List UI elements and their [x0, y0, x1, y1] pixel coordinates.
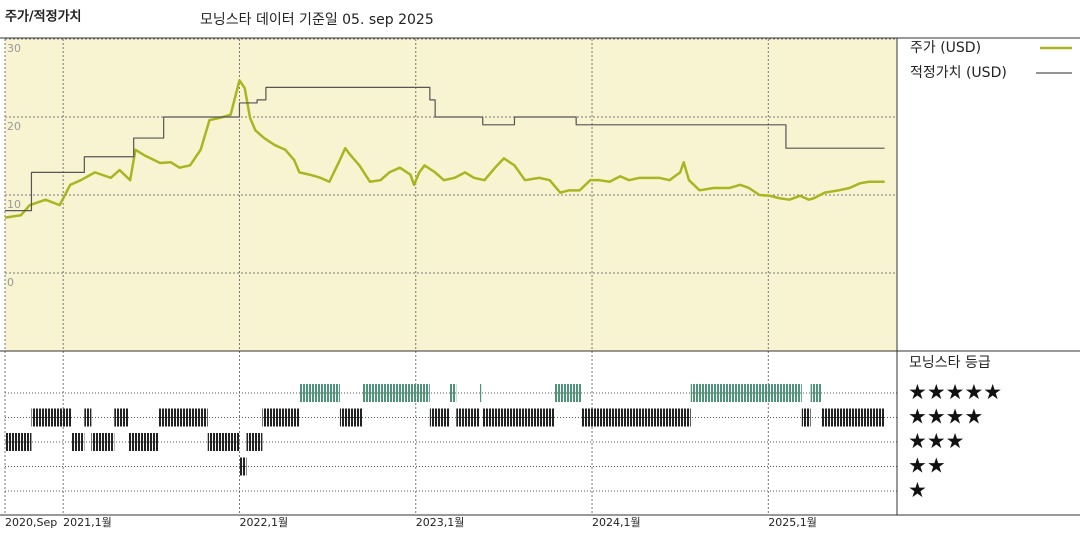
rating-bar — [299, 384, 340, 402]
rating-bar — [429, 408, 450, 427]
rating-bar — [158, 408, 208, 427]
x-tick-label: 2025,1월 — [768, 516, 817, 529]
rating-bar — [91, 433, 115, 451]
rating-bar — [246, 433, 263, 451]
chart-subtitle: 모닝스타 데이터 기준일 05. sep 2025 — [200, 12, 434, 28]
rating-bar — [5, 433, 32, 451]
rating-bar — [482, 408, 556, 427]
rating-bar — [821, 408, 885, 427]
rating-bar — [262, 408, 300, 427]
rating-bar — [810, 384, 822, 402]
series-line — [4, 79, 885, 219]
rating-bar — [362, 384, 430, 402]
rating-bar — [128, 433, 159, 451]
rating-bar — [339, 408, 363, 427]
rating-bar — [581, 408, 691, 427]
y-tick-label: 10 — [7, 198, 21, 211]
legend-label: 적정가치 (USD) — [910, 65, 1007, 81]
rating-bar — [555, 384, 582, 402]
rating-bar — [207, 433, 240, 451]
rating-label: ★★★★★ — [908, 380, 1002, 404]
rating-bar — [31, 408, 72, 427]
y-tick-label: 20 — [7, 120, 21, 133]
rating-bar — [456, 408, 480, 427]
rating-title: 모닝스타 등급 — [909, 355, 991, 371]
x-tick-label: 2022,1월 — [239, 516, 288, 529]
rating-label: ★ — [908, 478, 927, 502]
legend-label: 주가 (USD) — [910, 40, 981, 56]
y-tick-label: 0 — [7, 276, 14, 289]
x-tick-label: 2020,Sep — [5, 516, 57, 529]
rating-bar — [71, 433, 85, 451]
rating-bar — [84, 408, 92, 427]
x-tick-label: 2024,1월 — [592, 516, 641, 529]
chart-title: 주가/적정가치 — [5, 9, 82, 25]
rating-label: ★★★★ — [908, 405, 983, 429]
rating-bar — [479, 384, 482, 402]
rating-bar — [690, 384, 802, 402]
x-tick-label: 2021,1월 — [63, 516, 112, 529]
x-tick-label: 2023,1월 — [416, 516, 465, 529]
rating-label: ★★ — [908, 454, 946, 478]
y-tick-label: 30 — [7, 42, 21, 55]
rating-bar — [801, 408, 811, 427]
rating-label: ★★★ — [908, 429, 964, 453]
rating-bar — [239, 457, 247, 476]
rating-bar — [114, 408, 129, 427]
rating-bar — [449, 384, 457, 402]
series-line — [5, 86, 885, 212]
